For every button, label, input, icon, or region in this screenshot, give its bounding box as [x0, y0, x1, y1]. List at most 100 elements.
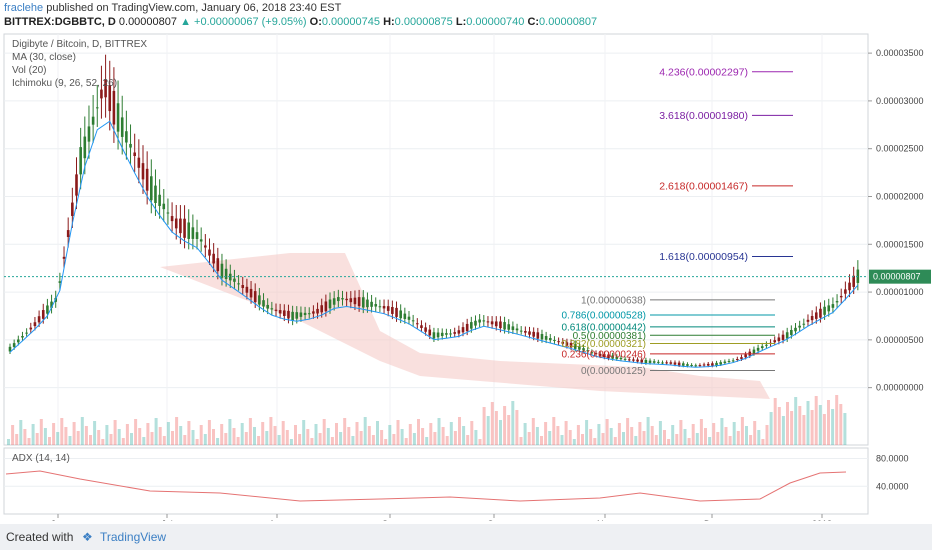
candle-body [519, 330, 523, 332]
candle-body [41, 310, 45, 319]
candle-body [312, 311, 315, 314]
candle-body [174, 218, 178, 229]
author-link[interactable]: fraclehe [4, 2, 44, 14]
candle-body [33, 322, 37, 327]
volume-bar [490, 402, 494, 445]
candle-body [590, 352, 594, 354]
volume-bar [548, 431, 552, 445]
candle-body [50, 301, 53, 308]
candle-body [332, 298, 336, 305]
price-chart[interactable]: 0.00003500 0.00003000 0.00002500 0.00002000… [0, 31, 932, 521]
volume-bar [531, 418, 535, 445]
candle-body [420, 325, 423, 329]
volume-bar [281, 421, 285, 445]
volume-bar [445, 436, 449, 445]
volume-bar [183, 435, 187, 445]
candle-body [499, 321, 502, 329]
fib-level-label: 1.618(0.00000954) [659, 251, 748, 263]
volume-bar [437, 418, 441, 445]
volume-bar [253, 427, 256, 445]
candle-body [548, 338, 552, 341]
candle-body [79, 147, 82, 175]
footer: Created with ❖ TradingView [0, 524, 932, 550]
candle-body [503, 322, 506, 330]
candle-body [623, 358, 627, 360]
adx-pane: Jun Jul Aug Sep Oct Nov Dec 2018 80.0000 40.0000 [3, 447, 909, 521]
volume-bar [244, 432, 248, 445]
volume-bar [380, 430, 384, 445]
volume-bar [93, 421, 97, 445]
volume-bar [581, 434, 584, 445]
volume-bar [355, 422, 359, 445]
candle-body [453, 332, 457, 334]
volume-bar [687, 438, 691, 445]
volume-bar [831, 409, 835, 445]
candle-body [245, 286, 249, 293]
volume-bar [261, 422, 265, 445]
candle-body [528, 331, 531, 335]
candle-body [220, 263, 224, 278]
volume-bar [630, 427, 634, 445]
volume-bar [429, 423, 433, 445]
candle-body [561, 341, 565, 344]
volume-bar [31, 424, 35, 445]
volume-bar [232, 428, 236, 445]
candle-body [62, 256, 66, 259]
candle-body [249, 288, 253, 298]
candle-body [661, 362, 664, 364]
candle-body [607, 354, 610, 359]
open-value: 0.00000745 [321, 16, 380, 28]
candle-body [403, 313, 407, 319]
change-value: +0.00000067 (+9.05%) [194, 16, 307, 28]
volume-bar [146, 423, 150, 445]
candle-body [391, 307, 394, 314]
candle-body [91, 116, 95, 125]
candle-body [582, 348, 585, 351]
volume-bar [339, 432, 343, 445]
y-tick-label: 0.00001500 [876, 239, 924, 249]
volume-bar [72, 422, 76, 445]
candle-body [482, 320, 486, 322]
volume-bar [199, 425, 203, 445]
candle-body [204, 245, 207, 248]
symbol-label: BITTREX:DGBBTC, D [4, 16, 116, 28]
candle-body [58, 281, 62, 283]
volume-bar [376, 421, 379, 445]
candle-body [594, 353, 598, 355]
adx-tick-label: 40.0000 [876, 481, 909, 491]
x-tick-label: Oct [487, 519, 502, 521]
candle-body [71, 202, 74, 216]
candle-body [449, 333, 452, 335]
volume-bar [285, 430, 289, 445]
candle-body [25, 332, 28, 334]
volume-bar [732, 422, 736, 445]
candle-body [461, 327, 465, 333]
candle-body [731, 360, 735, 362]
volume-bar [568, 430, 572, 445]
x-tick-label: Jun [51, 519, 66, 521]
volume-bar [7, 439, 10, 445]
volume-bar [798, 406, 802, 445]
candle-body [104, 79, 107, 98]
candle-body [133, 152, 136, 157]
volume-bar [216, 438, 220, 445]
volume-bar [191, 430, 195, 445]
candle-body [195, 232, 199, 239]
fib-level-label: 3.618(0.00001980) [659, 110, 748, 122]
volume-bar [835, 395, 839, 445]
tradingview-brand[interactable]: TradingView [100, 530, 167, 544]
volume-bar [773, 398, 777, 445]
candle-body [760, 346, 764, 349]
volume-bar [449, 422, 453, 445]
candle-body [295, 312, 299, 319]
candle-body [507, 324, 511, 330]
volume-bar [400, 429, 404, 445]
candle-body [598, 353, 602, 356]
x-tick-label: Dec [704, 519, 721, 521]
candle-body [37, 316, 41, 323]
candle-body [465, 323, 469, 332]
publish-line: fraclehe published on TradingView.com, J… [4, 2, 341, 16]
volume-bar [511, 401, 515, 445]
candle-body [407, 316, 411, 320]
volume-bar [412, 433, 416, 445]
